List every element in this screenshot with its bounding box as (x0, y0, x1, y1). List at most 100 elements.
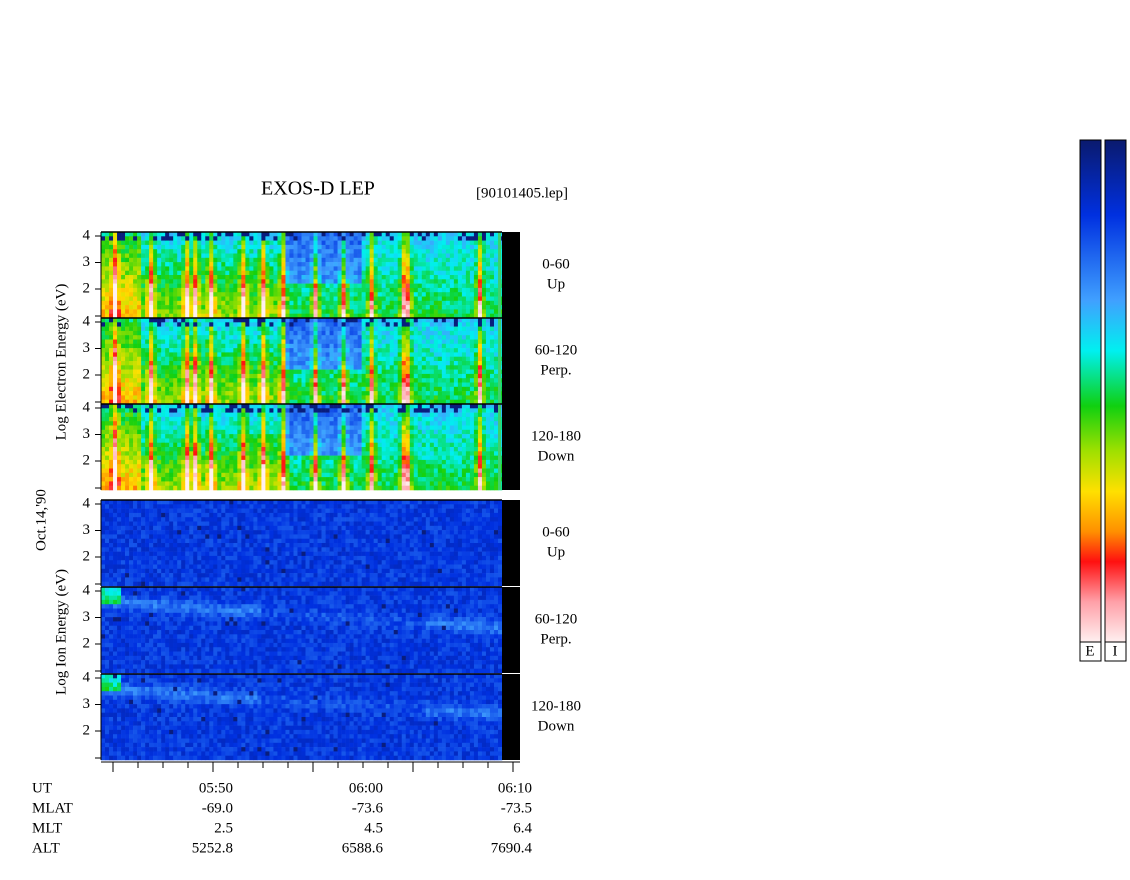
spectrogram-cell (149, 262, 153, 267)
spectrogram-cell (402, 370, 406, 375)
spectrogram-cell (293, 395, 297, 400)
spectrogram-cell (173, 279, 177, 284)
spectrogram-cell (478, 327, 482, 332)
spectrogram-cell (466, 279, 470, 284)
spectrogram-cell (342, 335, 346, 340)
spectrogram-cell (306, 288, 310, 293)
spectrogram-cell (205, 417, 209, 422)
spectrogram-cell (113, 254, 117, 259)
spectrogram-cell (302, 361, 306, 366)
spectrogram-cell (426, 374, 430, 379)
spectrogram-cell (458, 266, 462, 271)
spectrogram-cell (370, 348, 374, 353)
spectrogram-cell (358, 378, 362, 383)
spectrogram-cell (265, 357, 269, 362)
spectrogram-cell (410, 340, 414, 345)
spectrogram-cell (133, 361, 137, 366)
spectrogram-cell (173, 421, 177, 426)
spectrogram-cell (157, 331, 161, 336)
spectrogram-cell (342, 249, 346, 254)
spectrogram-cell (478, 391, 482, 396)
spectrogram-cell (261, 486, 265, 491)
spectrogram-cell (486, 279, 490, 284)
spectrogram-cell (237, 430, 241, 435)
spectrogram-cell (494, 305, 498, 310)
spectrogram-cell (177, 456, 181, 461)
spectrogram-cell (482, 297, 486, 302)
spectrogram-cell (177, 395, 181, 400)
spectrogram-cell (326, 275, 330, 280)
spectrogram-cell (153, 254, 157, 259)
spectrogram-cell (289, 378, 293, 383)
spectrogram-cell (462, 275, 466, 280)
spectrogram-cell (213, 262, 217, 267)
spectrogram-cell (350, 387, 354, 392)
spectrogram-cell (402, 391, 406, 396)
spectrogram-cell (225, 335, 229, 340)
spectrogram-cell (237, 292, 241, 297)
spectrogram-cell (382, 305, 386, 310)
spectrogram-cell (165, 297, 169, 302)
spectrogram-cell (145, 258, 149, 263)
spectrogram-cell (205, 443, 209, 448)
spectrogram-cell (338, 245, 342, 250)
spectrogram-cell (418, 271, 422, 276)
spectrogram-cell (197, 434, 201, 439)
spectrogram-cell (125, 284, 129, 289)
spectrogram-cell (261, 447, 265, 452)
spectrogram-cell (141, 477, 145, 482)
spectrogram-cell (422, 245, 426, 250)
spectrogram-cell (386, 305, 390, 310)
spectrogram-cell (165, 357, 169, 362)
spectrogram-cell (169, 279, 173, 284)
spectrogram-cell (189, 271, 193, 276)
spectrogram-cell (205, 297, 209, 302)
spectrogram-cell (446, 344, 450, 349)
spectrogram-cell (105, 297, 109, 302)
spectrogram-cell (446, 245, 450, 250)
spectrogram-cell (378, 365, 382, 370)
spectrogram-cell (382, 391, 386, 396)
spectrogram-cell (237, 434, 241, 439)
spectrogram-cell (297, 331, 301, 336)
spectrogram-cell (133, 322, 137, 327)
spectrogram-cell (177, 408, 181, 413)
spectrogram-cell (430, 288, 434, 293)
spectrogram-cell (141, 262, 145, 267)
spectrogram-cell (398, 327, 402, 332)
spectrogram-cell (149, 301, 153, 306)
spectrogram-cell (450, 391, 454, 396)
spectrogram-cell (225, 473, 229, 478)
spectrogram-cell (185, 391, 189, 396)
spectrogram-cell (318, 340, 322, 345)
spectrogram-cell (374, 322, 378, 327)
spectrogram-cell (261, 236, 265, 241)
spectrogram-cell (165, 309, 169, 314)
spectrogram-cell (173, 408, 177, 413)
spectrogram-cell (105, 443, 109, 448)
spectrogram-cell (173, 340, 177, 345)
spectrogram-cell (113, 460, 117, 465)
spectrogram-cell (354, 340, 358, 345)
spectrogram-cell (318, 370, 322, 375)
spectrogram-cell (173, 309, 177, 314)
spectrogram-cell (402, 387, 406, 392)
spectrogram-cell (486, 288, 490, 293)
spectrogram-cell (197, 340, 201, 345)
spectrogram-cell (281, 473, 285, 478)
spectrogram-cell (466, 309, 470, 314)
spectrogram-cell (281, 348, 285, 353)
spectrogram-cell (237, 309, 241, 314)
spectrogram-cell (249, 266, 253, 271)
spectrogram-cell (229, 408, 233, 413)
spectrogram-cell (105, 473, 109, 478)
spectrogram-cell (237, 481, 241, 486)
spectrogram-cell (470, 340, 474, 345)
spectrogram-cell (225, 469, 229, 474)
spectrogram-cell (241, 434, 245, 439)
spectrogram-cell (153, 426, 157, 431)
spectrogram-cell (285, 254, 289, 259)
spectrogram-cell (273, 391, 277, 396)
spectrogram-cell (462, 383, 466, 388)
spectrogram-cell (462, 262, 466, 267)
